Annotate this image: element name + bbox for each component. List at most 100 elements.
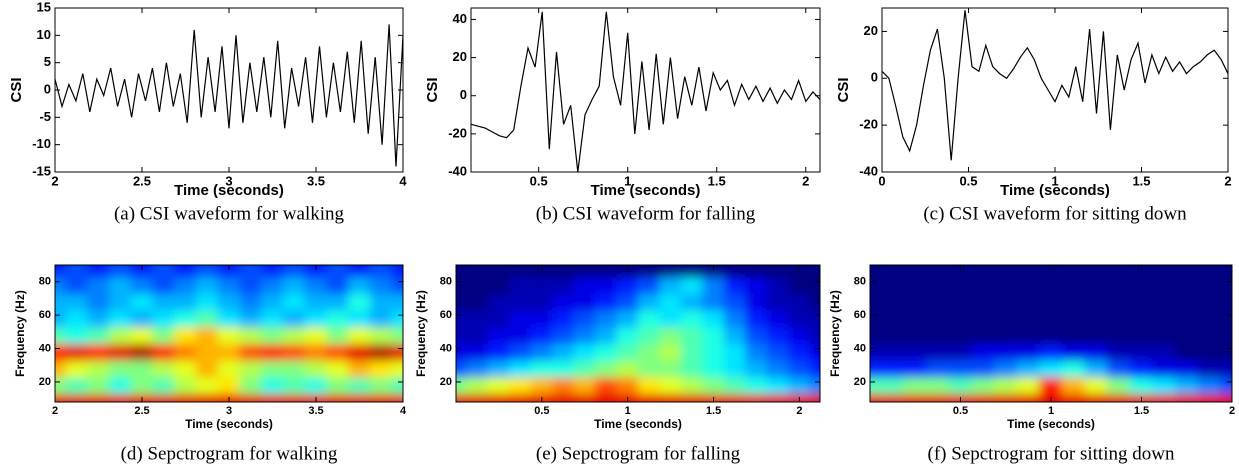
heatmap-cell <box>616 292 639 311</box>
heatmap-cell <box>509 292 532 311</box>
heatmap-cell <box>1084 393 1109 402</box>
heatmap-cell <box>766 292 790 311</box>
heatmap-cell <box>948 276 973 294</box>
heatmap-cell <box>239 276 263 294</box>
heatmap-cell <box>723 343 747 361</box>
heatmap-cell <box>659 326 682 345</box>
heatmap-cell <box>108 376 132 395</box>
heatmap-cell <box>391 376 403 395</box>
heatmap-cell <box>926 343 950 361</box>
x-tick-label: 0.5 <box>534 405 549 417</box>
heatmap-cell <box>530 326 554 345</box>
heatmap-cell <box>1197 265 1222 278</box>
subplot: 0.5 1 1.5 2 20 40 60 80 Time (seconds) Frequency … <box>414 264 821 464</box>
heatmap-cell <box>880 309 905 328</box>
heatmap-cell <box>702 343 725 361</box>
heatmap-cell <box>348 265 371 278</box>
heatmap-cell <box>1107 292 1131 311</box>
heatmap-cell <box>1016 265 1041 278</box>
heatmap-cell <box>87 393 110 402</box>
heatmap-cell <box>326 326 350 345</box>
heatmap-cell <box>456 343 468 361</box>
heatmap-cell <box>1016 359 1041 378</box>
heatmap-cell <box>1174 292 1199 311</box>
heatmap-cell <box>788 309 811 328</box>
heatmap-cell <box>65 309 89 328</box>
heatmap-cell <box>304 343 328 361</box>
heatmap-cell <box>304 276 328 294</box>
heatmap-cell <box>466 326 489 345</box>
heatmap-cell <box>948 376 973 395</box>
heatmap-cell <box>573 309 597 328</box>
heatmap-cell <box>745 309 768 328</box>
heatmap-cell <box>948 309 973 328</box>
y-tick-label: 80 <box>440 276 452 288</box>
heatmap-cell <box>1016 309 1041 328</box>
y-tick-label: -15 <box>32 163 51 178</box>
heatmap-cell <box>1174 343 1199 361</box>
heatmap-cell <box>304 309 328 328</box>
heatmap-cell <box>530 309 554 328</box>
heatmap-cell <box>348 343 371 361</box>
heatmap-cell <box>870 376 882 395</box>
heatmap-cell <box>174 376 197 395</box>
y-tick-label: 15 <box>37 0 51 14</box>
heatmap-cell <box>788 376 811 395</box>
heatmap-cell <box>680 292 704 311</box>
heatmap-cell <box>659 393 682 402</box>
heatmap-cell <box>195 309 219 328</box>
x-tick-label: 4 <box>400 405 407 417</box>
y-tick-label: 20 <box>854 376 866 388</box>
heatmap-cell <box>870 393 882 402</box>
heatmap-cell <box>723 292 747 311</box>
heatmap-cell <box>487 326 511 345</box>
heatmap-cell <box>261 265 284 278</box>
heatmap-cell <box>573 376 597 395</box>
heatmap-cell <box>195 276 219 294</box>
heatmap-cell <box>326 359 350 378</box>
heatmap-cell <box>880 265 905 278</box>
heatmap-cell <box>174 276 197 294</box>
heatmap-cell <box>870 309 882 328</box>
heatmap-cell <box>174 309 197 328</box>
heatmap-cell <box>880 343 905 361</box>
heatmap-cell <box>680 393 704 402</box>
heatmap-cell <box>595 343 618 361</box>
heatmap-cell <box>152 309 176 328</box>
heatmap-cell <box>530 359 554 378</box>
heatmap-cell <box>487 359 511 378</box>
heatmap-cell <box>65 265 89 278</box>
heatmap-cell <box>1039 376 1063 395</box>
heatmap-cell <box>595 309 618 328</box>
heatmap-cell <box>1107 376 1131 395</box>
heatmap-cell <box>369 343 393 361</box>
heatmap-cell <box>55 309 67 328</box>
heatmap-cell <box>304 326 328 345</box>
heatmap-cell <box>1129 376 1154 395</box>
heatmap-cell <box>487 309 511 328</box>
x-tick-label: 3 <box>225 173 232 188</box>
heatmap-cell <box>369 309 393 328</box>
heatmap-cell <box>1197 309 1222 328</box>
heatmap-cell <box>870 359 882 378</box>
heatmap-cell <box>369 393 393 402</box>
heatmap-cell <box>487 276 511 294</box>
heatmap-cell <box>152 359 176 378</box>
heatmap-cell <box>130 309 154 328</box>
x-axis-label: Time (seconds) <box>1007 417 1095 431</box>
heatmap-cell <box>926 292 950 311</box>
x-tick-label: 0 <box>878 173 885 188</box>
heatmap-cell <box>1152 309 1176 328</box>
heatmap-cell <box>1016 393 1041 402</box>
heatmap-cell <box>282 265 306 278</box>
heatmap-cell <box>595 292 618 311</box>
heatmap-cell <box>1152 326 1176 345</box>
heatmap-cell <box>1220 376 1232 395</box>
heatmap-cell <box>903 393 928 402</box>
heatmap-cell <box>766 393 790 402</box>
heatmap-cell <box>926 265 950 278</box>
y-axis-label: CSI <box>835 77 852 102</box>
heatmap-cell <box>108 265 132 278</box>
heatmap-cell <box>1197 343 1222 361</box>
heatmap-cell <box>809 343 820 361</box>
